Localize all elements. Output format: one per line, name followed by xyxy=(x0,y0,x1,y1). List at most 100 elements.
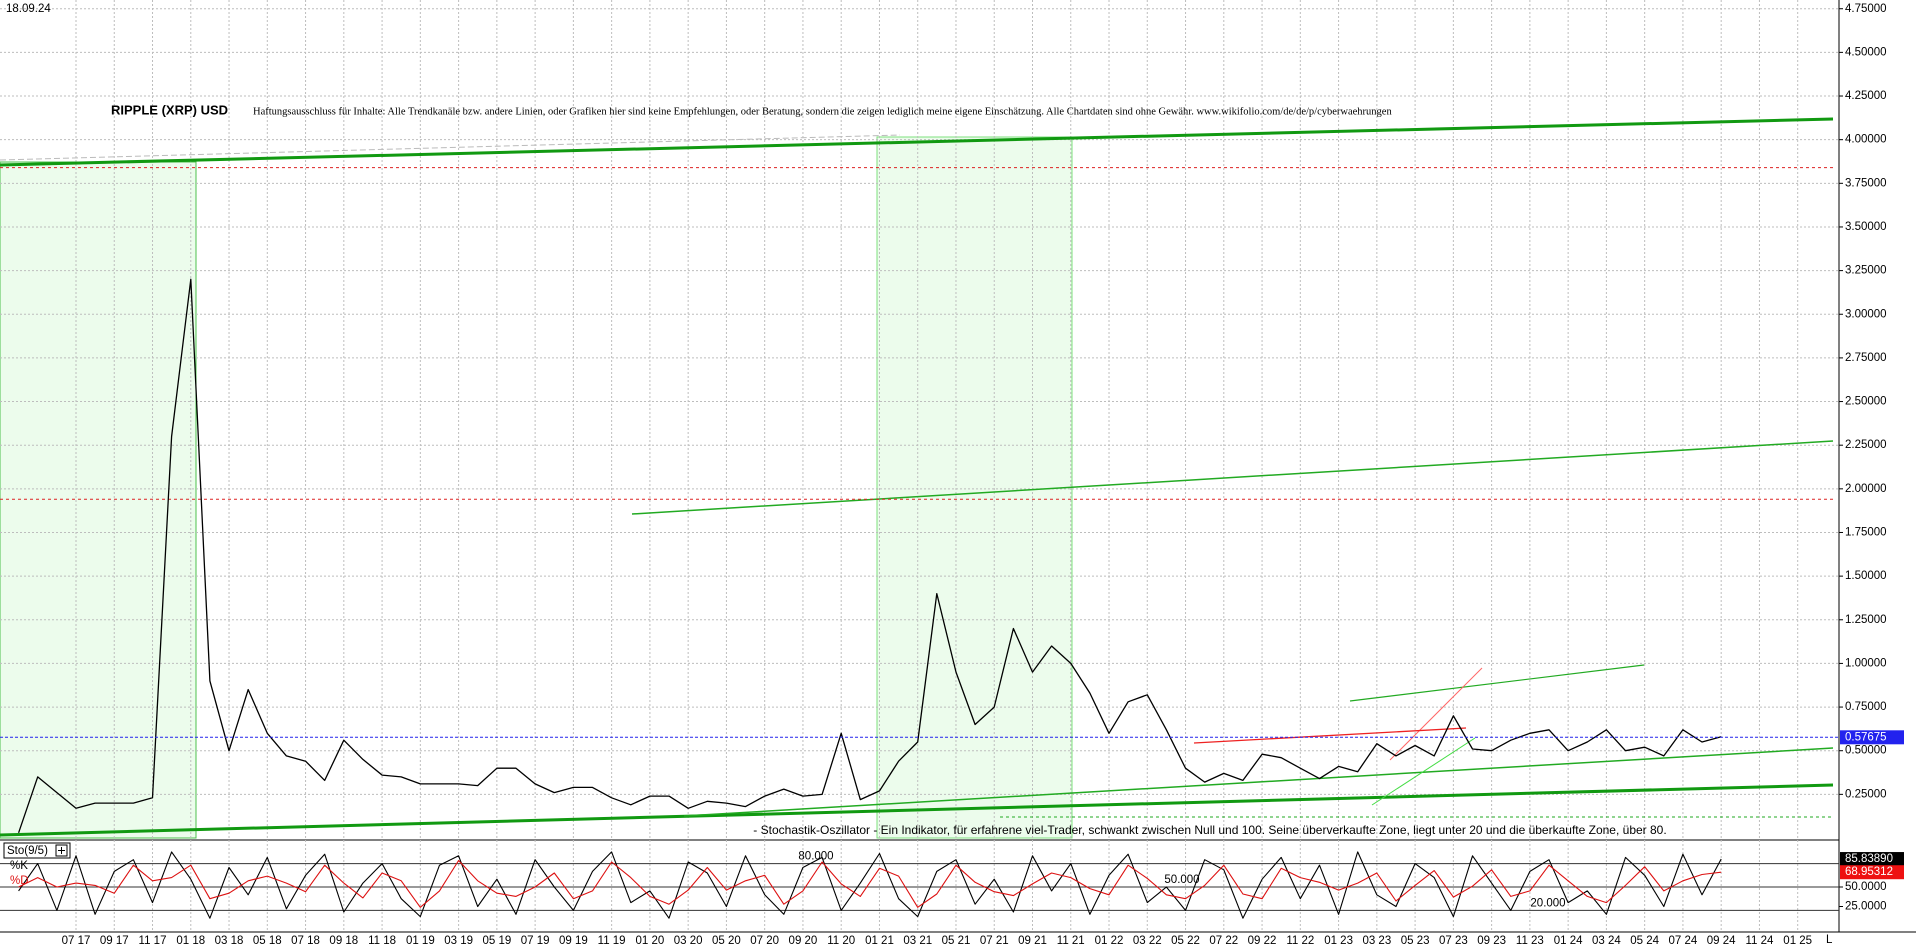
last-price-label: 0.57675 xyxy=(1845,731,1887,743)
x-tick-label: 09 20 xyxy=(789,935,818,947)
x-tick-label: 11 21 xyxy=(1057,935,1085,947)
x-tick-label: 01 22 xyxy=(1095,935,1124,947)
y-tick-label: 0.75000 xyxy=(1845,701,1887,713)
last-price-box xyxy=(1840,730,1904,745)
x-tick-label: 01 21 xyxy=(865,935,894,947)
y-tick-label: 3.00000 xyxy=(1845,308,1887,320)
last-value-label: 85.83890 xyxy=(1845,853,1893,865)
x-tick-label: 03 19 xyxy=(444,935,473,947)
y-tick-label: 3.50000 xyxy=(1845,221,1887,233)
x-tick-label: 07 24 xyxy=(1669,935,1698,947)
y-tick-label: 1.75000 xyxy=(1845,527,1887,539)
x-tick-label: 05 21 xyxy=(942,935,971,947)
x-tick-label: 01 25 xyxy=(1783,935,1812,947)
x-tick-label: 01 18 xyxy=(176,935,205,947)
y-tick-label: 1.00000 xyxy=(1845,657,1887,669)
y-tick-label: 0.50000 xyxy=(1845,745,1887,757)
last-value-box xyxy=(1840,852,1904,867)
highlight-zone xyxy=(0,161,197,839)
x-tick-label: 09 21 xyxy=(1018,935,1047,947)
oscillator-note: - Stochastik-Oszillator - Ein Indikator,… xyxy=(753,823,1666,837)
y-tick-label: 4.25000 xyxy=(1845,90,1887,102)
x-tick-label: 11 22 xyxy=(1286,935,1314,947)
date-label: 18.09.24 xyxy=(6,3,51,15)
x-tick-label: 05 18 xyxy=(253,935,282,947)
x-tick-label: 11 18 xyxy=(368,935,396,947)
chart-title: RIPPLE (XRP) USD xyxy=(111,102,228,117)
y-tick-label: 0.25000 xyxy=(1845,788,1887,800)
y-tick-label: 50.0000 xyxy=(1845,881,1887,893)
y-tick-label: 2.75000 xyxy=(1845,352,1887,364)
x-tick-label: 05 20 xyxy=(712,935,741,947)
x-tick-label: 05 19 xyxy=(482,935,511,947)
y-tick-label: 3.75000 xyxy=(1845,177,1887,189)
label-layer: 18.09.24 RIPPLE (XRP) USD Haftungsaussch… xyxy=(3,3,1904,947)
x-tick-label: 11 19 xyxy=(598,935,626,947)
level-label: 50.000 xyxy=(1164,874,1199,886)
x-tick-label: 07 17 xyxy=(62,935,91,947)
y-tick-label: 1.50000 xyxy=(1845,570,1887,582)
x-tick-label: 05 22 xyxy=(1171,935,1200,947)
last-value-box xyxy=(1840,865,1904,880)
x-tick-label: 03 18 xyxy=(215,935,244,947)
trend-line xyxy=(631,440,1834,515)
trend-line xyxy=(1389,667,1483,761)
legend-label: %D xyxy=(10,875,29,887)
trend-line xyxy=(1371,737,1476,806)
trend-line xyxy=(683,747,1834,817)
axis-corner: L xyxy=(1826,934,1833,946)
x-tick-label: 03 23 xyxy=(1362,935,1391,947)
x-tick-label: 03 21 xyxy=(903,935,932,947)
x-tick-label: 07 20 xyxy=(750,935,779,947)
x-tick-label: 01 20 xyxy=(636,935,665,947)
data-layer xyxy=(0,167,1839,919)
x-tick-label: 09 23 xyxy=(1477,935,1506,947)
price-line xyxy=(17,278,1722,834)
x-tick-label: 03 22 xyxy=(1133,935,1162,947)
x-tick-label: 11 24 xyxy=(1745,935,1774,947)
x-tick-label: 01 24 xyxy=(1554,935,1583,947)
x-tick-label: 11 17 xyxy=(139,935,167,947)
legend-label: %K xyxy=(10,860,28,872)
plus-icon xyxy=(58,847,65,854)
y-tick-label: 4.00000 xyxy=(1845,134,1887,146)
x-tick-label: 11 23 xyxy=(1516,935,1544,947)
y-tick-label: 4.50000 xyxy=(1845,46,1887,58)
trend-lines xyxy=(0,117,1834,837)
trend-line xyxy=(1193,727,1467,744)
x-tick-label: 09 18 xyxy=(329,935,358,947)
x-tick-label: 07 23 xyxy=(1439,935,1468,947)
x-tick-label: 07 18 xyxy=(291,935,320,947)
y-tick-label: 2.00000 xyxy=(1845,483,1887,495)
y-tick-label: 1.25000 xyxy=(1845,614,1887,626)
x-tick-label: 11 20 xyxy=(827,935,855,947)
level-label: 20.000 xyxy=(1530,897,1565,909)
indicator-name: Sto(9/5) xyxy=(7,845,48,857)
indicator-box xyxy=(3,842,71,859)
y-tick-label: 25.0000 xyxy=(1845,901,1887,913)
y-tick-label: 4.75000 xyxy=(1845,3,1887,15)
trend-line xyxy=(0,134,901,161)
oscillator-line xyxy=(18,859,1722,908)
x-tick-label: 09 17 xyxy=(100,935,129,947)
x-tick-label: 03 24 xyxy=(1592,935,1621,947)
x-tick-label: 01 23 xyxy=(1324,935,1353,947)
x-tick-label: 09 24 xyxy=(1707,935,1736,947)
x-tick-label: 09 22 xyxy=(1248,935,1277,947)
trend-line xyxy=(0,117,1834,167)
trend-line xyxy=(1349,664,1645,702)
x-tick-label: 01 19 xyxy=(406,935,435,947)
y-tick-label: 3.25000 xyxy=(1845,265,1887,277)
oscillator-line xyxy=(18,851,1722,919)
disclaimer: Haftungsausschluss für Inhalte: Alle Tre… xyxy=(253,106,1392,117)
level-label: 80.000 xyxy=(798,851,833,863)
x-tick-label: 05 23 xyxy=(1401,935,1430,947)
x-tick-label: 09 19 xyxy=(559,935,588,947)
y-tick-label: 2.50000 xyxy=(1845,396,1887,408)
x-tick-label: 03 20 xyxy=(674,935,703,947)
trend-line xyxy=(0,783,1834,837)
x-tick-label: 07 19 xyxy=(521,935,550,947)
x-tick-label: 05 24 xyxy=(1630,935,1659,947)
